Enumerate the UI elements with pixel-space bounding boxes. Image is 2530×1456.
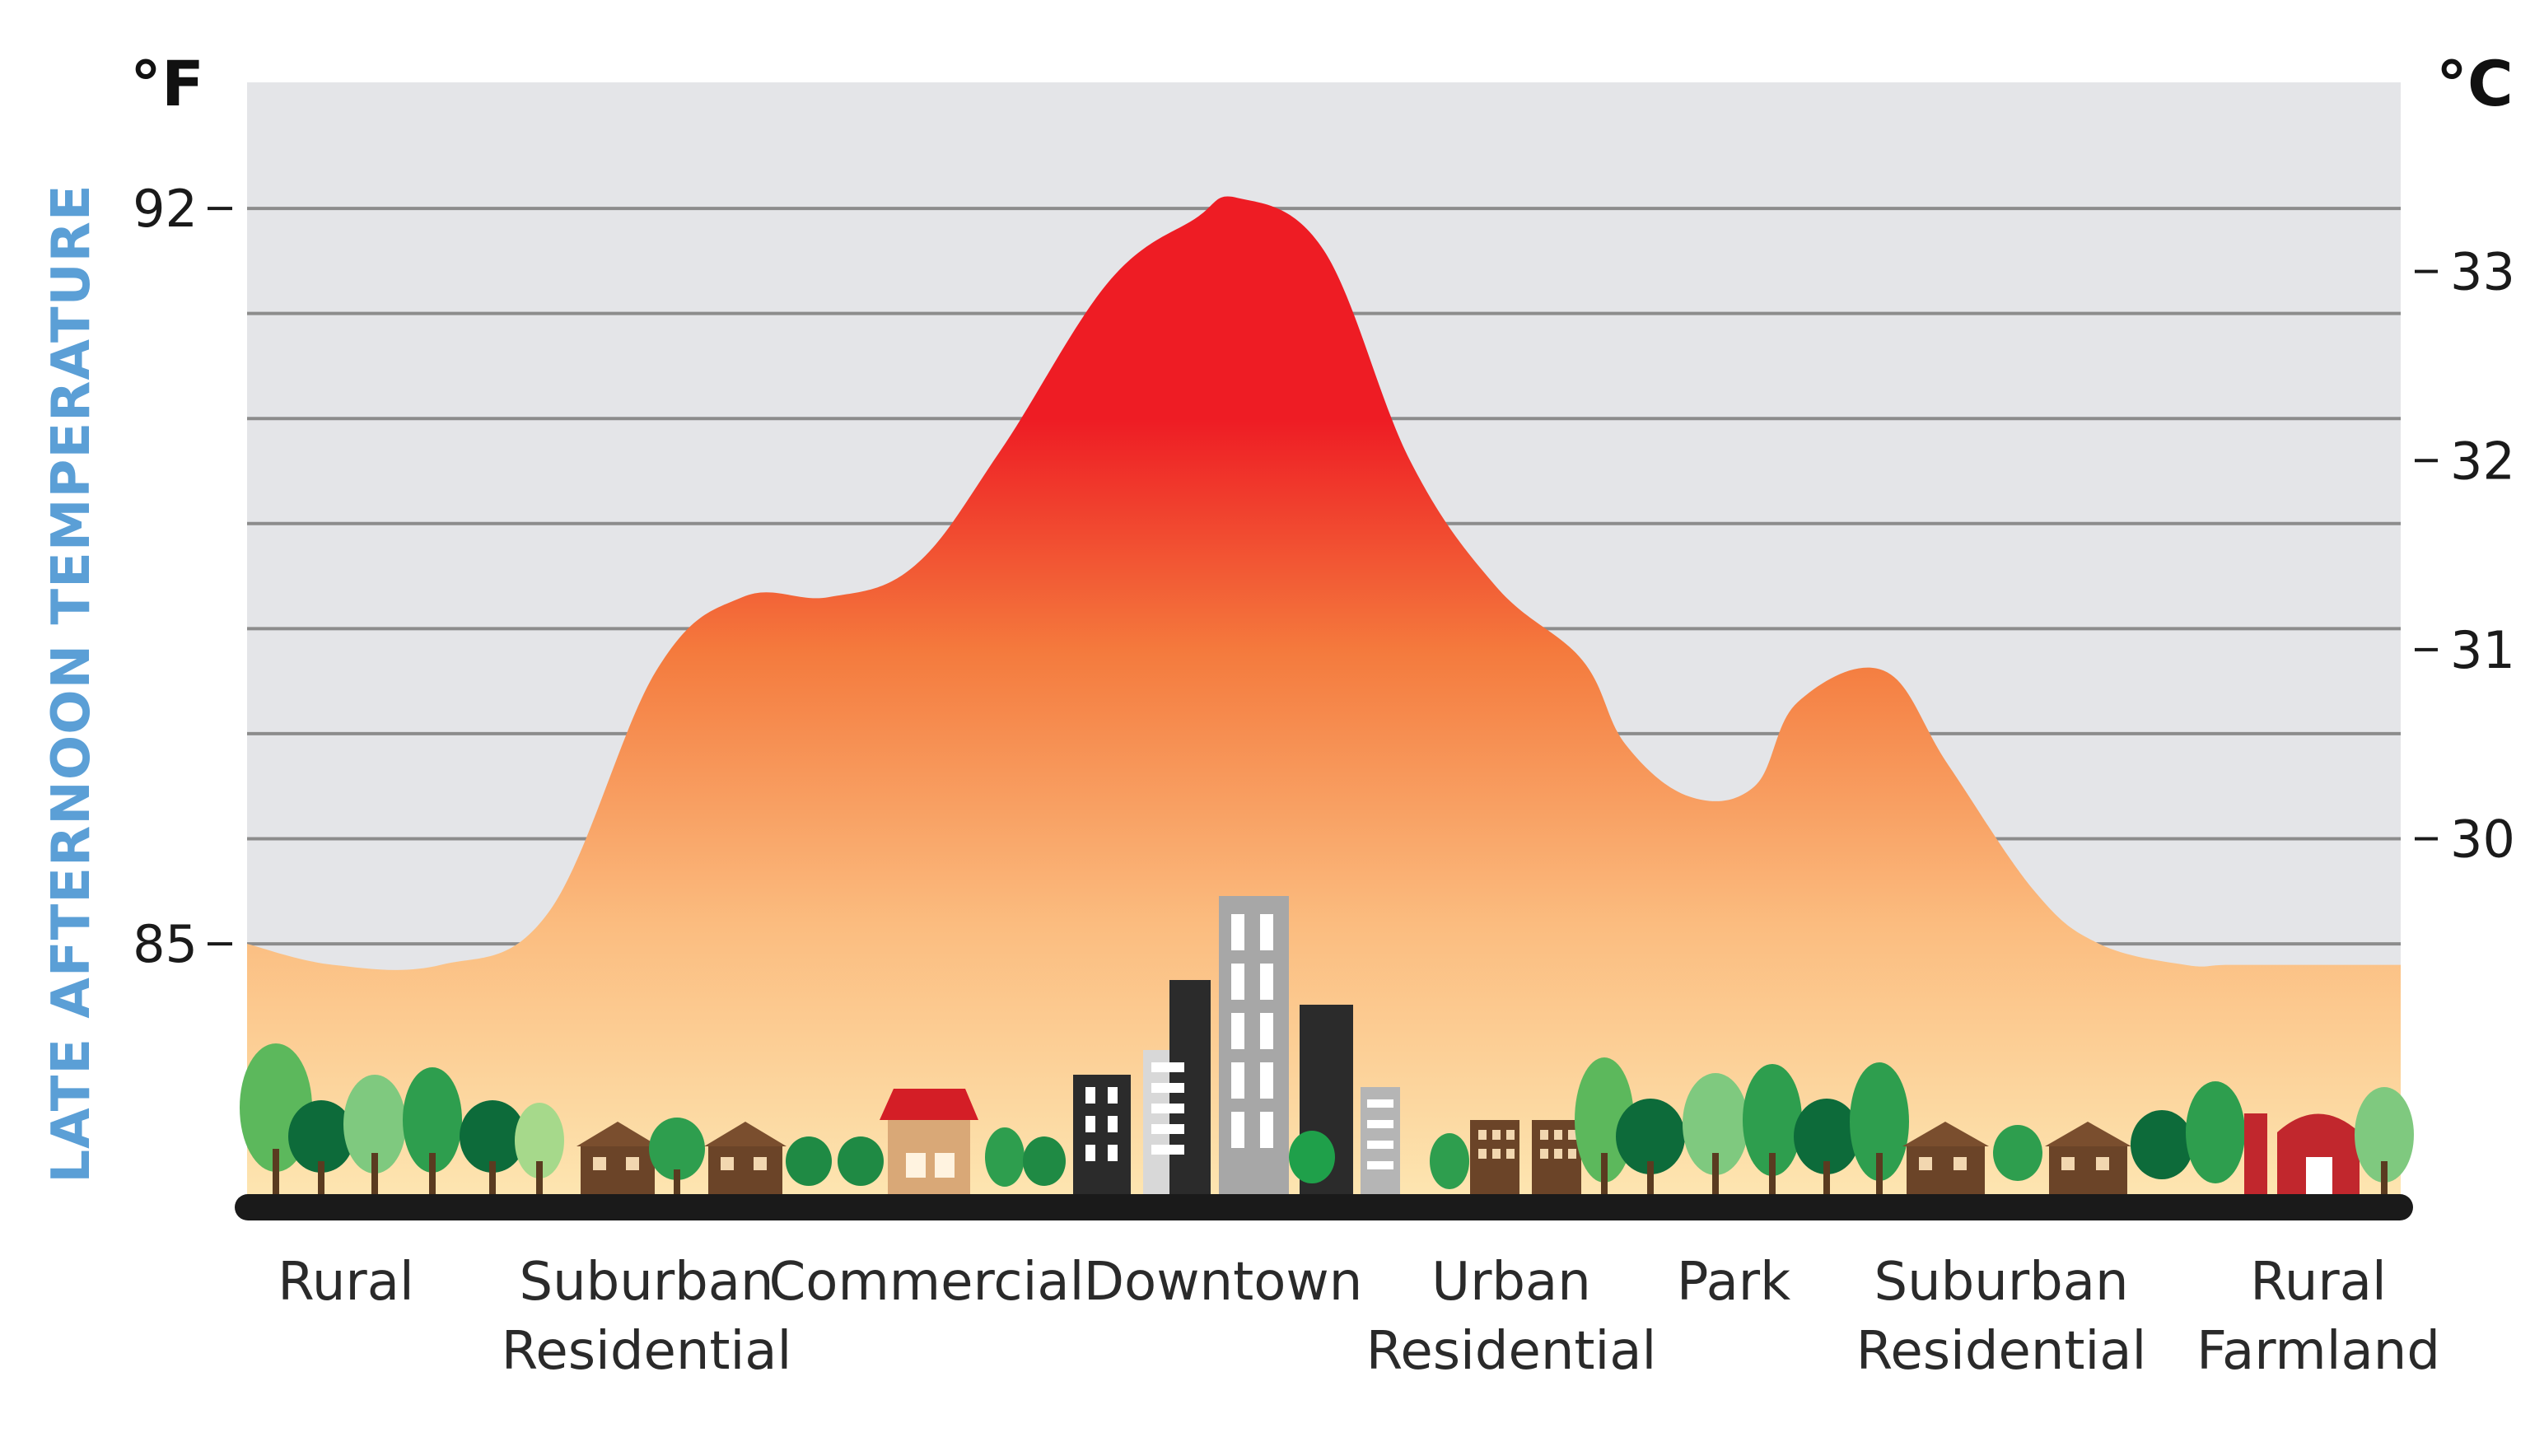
category-label: Commercial: [769, 1252, 1085, 1313]
category-label-line: Commercial: [769, 1252, 1085, 1313]
category-label: Park: [1677, 1252, 1790, 1313]
category-label-line: Suburban: [519, 1252, 773, 1313]
landscape-illustration: [240, 896, 2414, 1194]
commercial-store-illustration: [880, 1089, 1066, 1194]
category-label: Suburban Residential: [502, 1252, 792, 1382]
right-tick-label: 32: [2450, 431, 2515, 491]
category-label: Downtown: [1084, 1252, 1363, 1313]
ground-line: [235, 1194, 2413, 1220]
category-label-line: Suburban: [1874, 1252, 2128, 1313]
right-tick-label: 31: [2450, 620, 2515, 680]
right-unit-label: °C: [2436, 47, 2514, 120]
park-trees-illustration: [1575, 1057, 1909, 1194]
suburban-houses-right-illustration: [1902, 1081, 2245, 1194]
temperature-area: [247, 196, 2401, 1206]
category-label: Suburban Residential: [1856, 1252, 2147, 1382]
category-label-line: Farmland: [2196, 1321, 2440, 1382]
category-labels: Rural Suburban Residential Commercial Downto…: [278, 1252, 2440, 1382]
left-unit-label: °F: [130, 47, 204, 120]
category-label-line: Rural: [2250, 1252, 2386, 1313]
category-label: Rural: [278, 1252, 413, 1313]
y-axis-title: LATE AFTERNOON TEMPERATURE: [41, 184, 102, 1183]
left-axis-ticks: 85 92: [133, 179, 232, 974]
category-label-line: Residential: [1856, 1321, 2147, 1382]
right-tick-label: 30: [2450, 810, 2515, 870]
left-tick-label: 85: [133, 914, 198, 974]
farmland-barn-illustration: [2244, 1087, 2414, 1194]
category-label-line: Urban: [1431, 1252, 1591, 1313]
rural-trees-illustration: [240, 1043, 564, 1194]
category-label-line: Park: [1677, 1252, 1790, 1313]
category-label-line: Residential: [1366, 1321, 1657, 1382]
downtown-buildings-illustration: [1073, 896, 1400, 1194]
category-label-line: Downtown: [1084, 1252, 1363, 1313]
category-label-line: Rural: [278, 1252, 413, 1313]
category-label: Urban Residential: [1366, 1252, 1657, 1382]
right-tick-label: 33: [2450, 242, 2515, 302]
left-tick-label: 92: [133, 179, 198, 239]
category-label-line: Residential: [502, 1321, 792, 1382]
urban-residential-illustration: [1430, 1120, 1581, 1194]
right-axis-ticks: 30 31 32 33: [2415, 242, 2515, 870]
suburban-houses-illustration: [576, 1118, 884, 1194]
category-label: Rural Farmland: [2196, 1252, 2440, 1382]
